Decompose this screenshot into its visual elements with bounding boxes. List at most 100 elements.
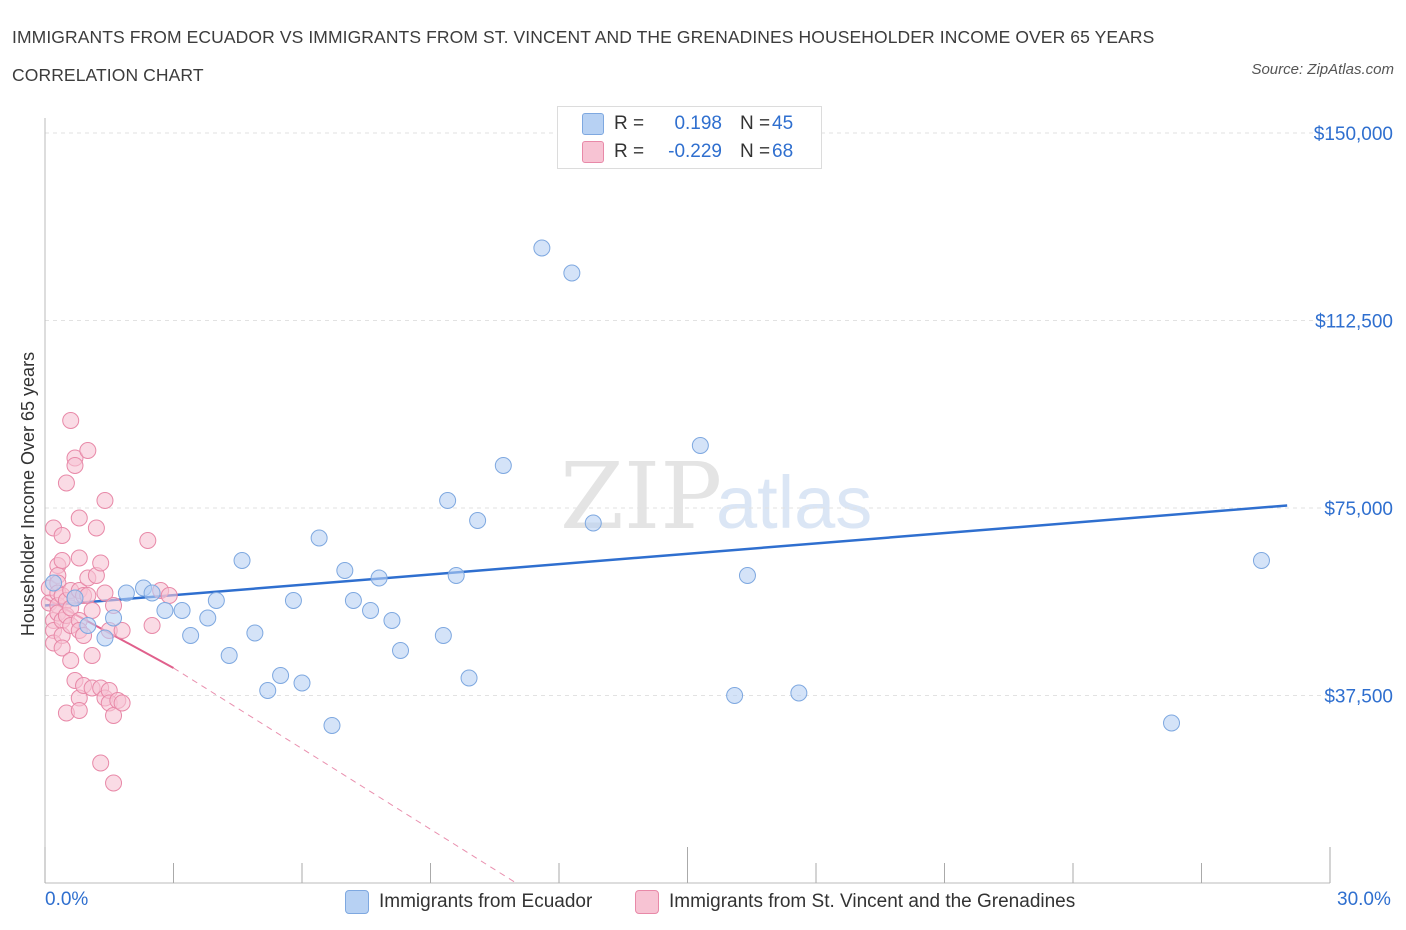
ecuador-point <box>370 569 388 587</box>
ecuador-point <box>79 617 97 634</box>
svg-point <box>70 549 88 567</box>
y-axis-label: Householder Income Over 65 years <box>18 352 38 636</box>
svg-point <box>143 617 161 634</box>
y-tick-label: $75,000 <box>1324 499 1393 520</box>
ecuador-point <box>439 492 457 509</box>
watermark-zip: ZIP <box>560 443 722 550</box>
ecuador-point <box>233 552 251 569</box>
gridlines <box>45 132 1330 696</box>
svg-n-value: 68 <box>772 141 794 162</box>
ecuador-n-value: 45 <box>772 113 794 134</box>
svg-point <box>96 584 114 602</box>
ecuador-point <box>105 609 123 627</box>
chart-title: IMMIGRANTS FROM ECUADOR VS IMMIGRANTS FR… <box>12 27 1155 85</box>
svg-point <box>139 532 157 549</box>
axes <box>44 118 1331 884</box>
ecuador-point <box>691 437 709 454</box>
ecuador-point <box>533 239 551 257</box>
legend-item-svg: Immigrants from St. Vincent and the Gren… <box>635 888 1075 916</box>
ecuador-point <box>199 609 217 627</box>
r-label: R = <box>614 113 645 134</box>
svg-point <box>105 774 123 792</box>
ecuador-point <box>220 647 238 664</box>
trend-lines <box>44 504 1288 884</box>
ecuador-point <box>563 264 581 282</box>
svg-point <box>113 622 131 639</box>
svg-legend-swatch <box>635 890 659 914</box>
x-tick-max: 30.0% <box>1337 889 1391 910</box>
legend-item-ecuador: Immigrants from Ecuador <box>345 888 592 916</box>
ecuador-point <box>726 687 744 704</box>
ecuador-point <box>738 567 756 584</box>
ecuador-point <box>284 592 302 609</box>
svg-swatch <box>582 141 604 163</box>
ecuador-point <box>117 584 135 602</box>
ecuador-point <box>790 684 808 702</box>
svg-point <box>83 647 101 664</box>
ecuador-point <box>96 629 114 647</box>
ecuador-point <box>246 624 264 642</box>
ecuador-point <box>447 567 465 584</box>
ecuador-point <box>173 602 191 619</box>
data-points <box>40 239 1270 792</box>
svg-point <box>87 519 105 537</box>
x-tick-min: 0.0% <box>45 889 89 910</box>
ecuador-point <box>494 457 512 474</box>
svg-trend-line-extension <box>173 667 517 884</box>
y-tick-labels: $150,000 $112,500 $75,000 $37,500 <box>1314 124 1393 708</box>
svg-point <box>83 602 101 619</box>
n-label: N = <box>740 113 771 134</box>
ecuador-point <box>143 584 161 602</box>
ecuador-legend-swatch <box>345 890 369 914</box>
y-tick-label: $112,500 <box>1315 312 1393 333</box>
svg-point <box>62 652 80 669</box>
ecuador-point <box>45 574 63 592</box>
ecuador-point <box>66 589 84 607</box>
ecuador-point <box>207 592 225 609</box>
svg-point <box>57 474 75 492</box>
ecuador-point <box>259 682 277 699</box>
svg-point <box>53 639 71 657</box>
svg-point <box>62 412 80 429</box>
ecuador-point <box>383 612 401 629</box>
legend-row-svg: R = -0.229 N = 68 <box>582 139 793 165</box>
legend-row-ecuador: R = 0.198 N = 45 <box>582 111 793 137</box>
svg-point <box>70 702 88 719</box>
ecuador-point <box>293 674 311 692</box>
svg-legend-label: Immigrants from St. Vincent and the Gren… <box>669 891 1076 912</box>
svg-point <box>92 554 110 572</box>
ecuador-point <box>460 669 478 687</box>
ecuador-point <box>584 514 602 532</box>
ecuador-swatch <box>582 113 604 135</box>
svg-point <box>96 492 114 509</box>
y-tick-label: $150,000 <box>1314 124 1393 145</box>
svg-point <box>66 457 84 474</box>
ecuador-point <box>156 602 174 619</box>
y-tick-label: $37,500 <box>1324 687 1393 708</box>
ecuador-point <box>1252 552 1270 569</box>
watermark-atlas: atlas <box>716 461 872 544</box>
ecuador-r-value: 0.198 <box>674 113 722 134</box>
svg-point <box>92 754 110 772</box>
svg-point <box>53 552 71 569</box>
ecuador-point <box>362 602 380 619</box>
source-credit: Source: ZipAtlas.com <box>1251 61 1394 78</box>
ecuador-point <box>272 667 290 684</box>
ecuador-point <box>434 627 452 644</box>
ecuador-point <box>392 642 410 659</box>
ecuador-point <box>469 512 487 529</box>
svg-point <box>53 527 71 544</box>
n-label: N = <box>740 141 771 162</box>
svg-point <box>160 587 178 604</box>
svg-point <box>70 509 88 527</box>
svg-point <box>113 694 131 712</box>
ecuador-point <box>344 592 362 609</box>
ecuador-point <box>1163 714 1181 732</box>
correlation-legend: R = 0.198 N = 45 R = -0.229 N = 68 <box>557 106 822 169</box>
ecuador-point <box>323 717 341 734</box>
svg-point <box>79 442 97 459</box>
r-label: R = <box>614 141 645 162</box>
ecuador-point <box>182 627 200 644</box>
svg-r-value: -0.229 <box>668 141 722 162</box>
ecuador-point <box>310 529 328 547</box>
